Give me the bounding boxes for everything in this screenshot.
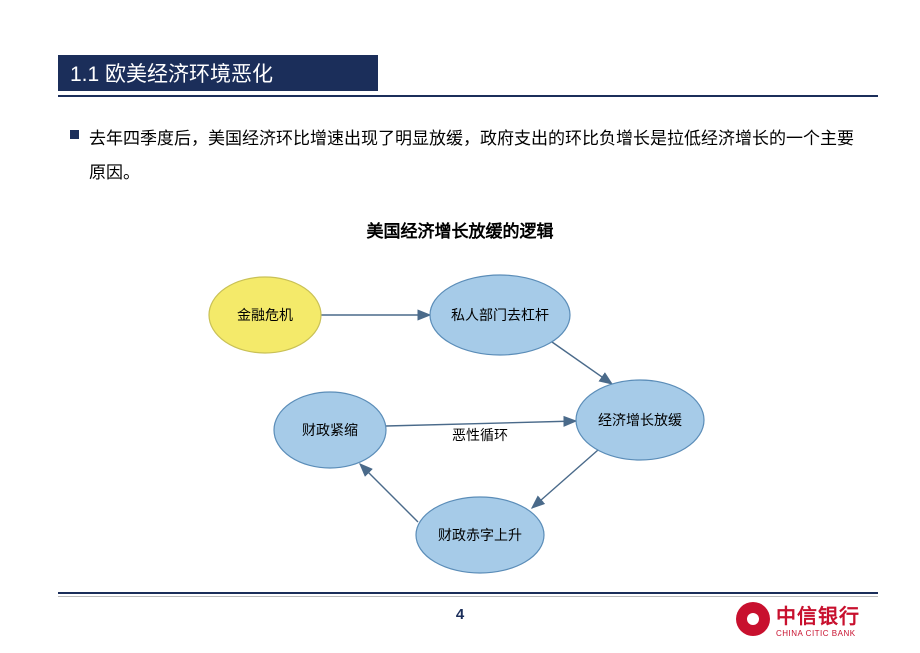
flow-node-label: 财政赤字上升 (438, 527, 522, 543)
flow-diagram: 金融危机 私人部门去杠杆经济增长放缓财政赤字上升 财政紧缩 恶性循环 (180, 240, 740, 580)
logo-text-cn: 中信银行 (776, 600, 860, 629)
bank-logo: 中信银行 CHINA CITIC BANK (736, 600, 860, 638)
flow-node-label: 金融危机 (237, 307, 293, 323)
diagram-title: 美国经济增长放缓的逻辑 (0, 217, 920, 242)
slide-title: 1.1 欧美经济环境恶化 (70, 58, 273, 88)
bullet-row: 去年四季度后，美国经济环比增速出现了明显放缓，政府支出的环比负增长是拉低经济增长… (70, 122, 860, 190)
flow-node-label: 私人部门去杠杆 (451, 307, 549, 323)
flow-node-label: 财政紧缩 (302, 422, 358, 438)
title-bar: 1.1 欧美经济环境恶化 (58, 55, 378, 91)
footer-rule-2 (58, 596, 878, 597)
center-label: 恶性循环 (452, 427, 508, 443)
flow-edge (386, 421, 576, 426)
flow-node-label: 经济增长放缓 (598, 412, 682, 428)
flow-edge (552, 342, 612, 384)
flow-edge (532, 450, 598, 508)
title-underline (58, 95, 878, 97)
footer-rule-1 (58, 592, 878, 594)
logo-text-en: CHINA CITIC BANK (776, 629, 860, 638)
flow-edge (360, 464, 418, 522)
bullet-text: 去年四季度后，美国经济环比增速出现了明显放缓，政府支出的环比负增长是拉低经济增长… (89, 122, 860, 190)
bullet-square-icon (70, 130, 79, 139)
logo-mark-icon (736, 602, 770, 636)
